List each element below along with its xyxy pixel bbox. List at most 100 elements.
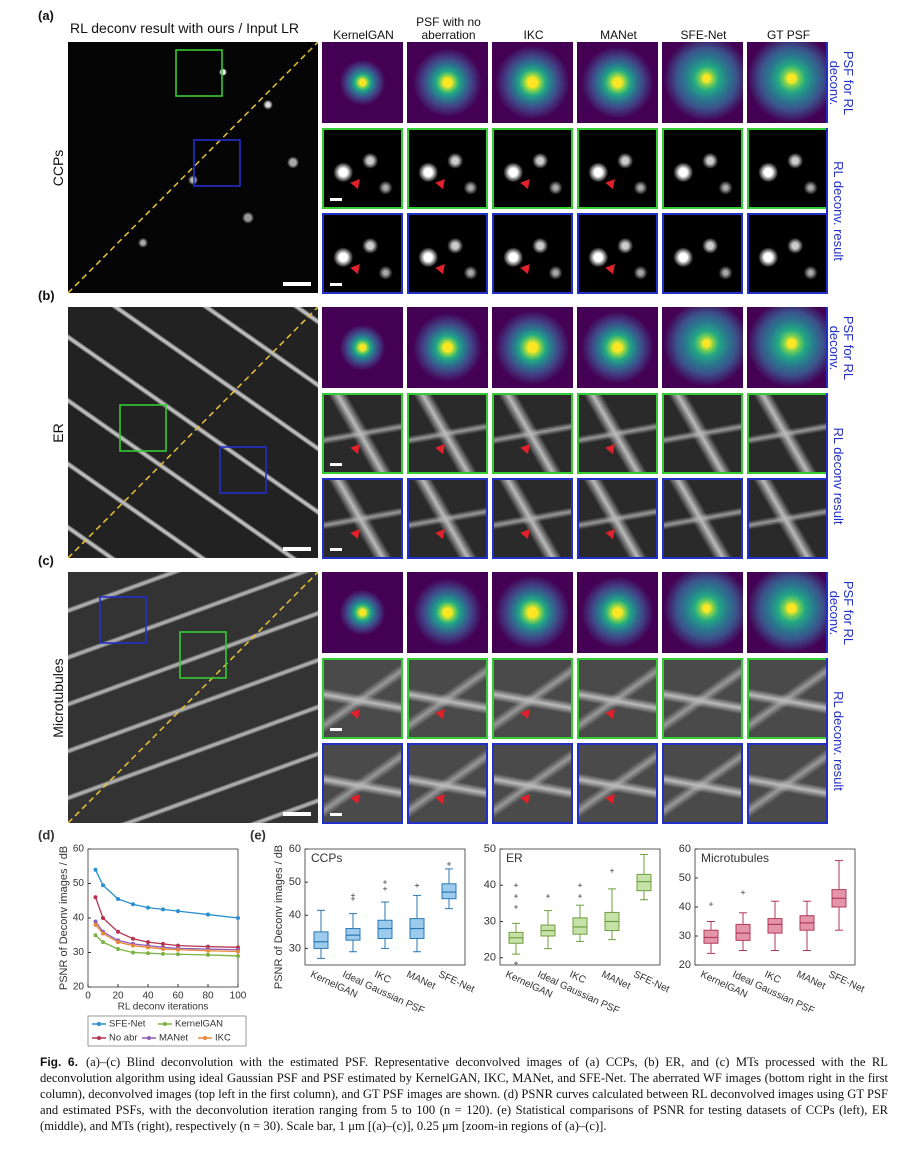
box (735, 923, 751, 941)
y-tick-label: 50 (73, 878, 85, 889)
series-point (93, 933, 98, 938)
outlier (741, 890, 745, 895)
roi-box (179, 631, 227, 679)
bracket (826, 42, 828, 123)
y-tick-label: 40 (484, 879, 496, 891)
box (345, 928, 361, 941)
outlier (383, 880, 387, 885)
result-thumb (577, 658, 658, 739)
result-thumb (492, 658, 573, 739)
result-thumb (577, 393, 658, 474)
result-thumb (747, 658, 828, 739)
psf-thumb (577, 42, 658, 123)
series-point (93, 919, 98, 924)
bracket (826, 128, 828, 294)
input-image (67, 571, 319, 824)
x-tick-label: SFE-Net (827, 969, 867, 995)
series-point (176, 952, 180, 957)
y-tick-label: 40 (289, 909, 301, 921)
series-point (176, 909, 180, 914)
result-thumb (492, 213, 573, 294)
legend-box (87, 1015, 247, 1047)
input-image (67, 41, 319, 294)
outlier (578, 894, 582, 899)
result-thumb (577, 213, 658, 294)
result-thumb (747, 478, 828, 559)
y-tick-label: 60 (73, 844, 85, 855)
result-thumb (322, 743, 403, 824)
y-tick-label: 30 (484, 915, 496, 927)
panel-label: (a) (38, 8, 54, 23)
box (441, 883, 457, 900)
bracket (826, 658, 828, 824)
series-point (101, 916, 105, 920)
series-point (93, 922, 98, 927)
result-thumb (747, 128, 828, 209)
x-tick-label: 60 (172, 991, 184, 1002)
legend-label: MANet (159, 1033, 188, 1044)
series-point (101, 883, 105, 888)
series-point (161, 907, 165, 912)
y-tick-label: 60 (679, 843, 691, 855)
y-tick-label: 50 (679, 872, 691, 884)
result-thumb (322, 128, 403, 209)
bracket (826, 572, 828, 653)
box (703, 929, 719, 944)
y-tick-label: 20 (679, 959, 691, 971)
series-point (236, 953, 240, 958)
result-thumb (407, 128, 488, 209)
series-point (146, 940, 150, 945)
scale-bar (330, 548, 342, 551)
series-line (94, 869, 239, 919)
x-axis-label: RL deconv iterations (118, 1002, 209, 1013)
outlier (514, 961, 518, 966)
result-thumb (577, 128, 658, 209)
roi-box (175, 49, 223, 97)
result-thumb (492, 743, 573, 824)
box (636, 873, 652, 892)
series-point (101, 940, 105, 945)
psf-thumb (407, 42, 488, 123)
x-tick-label: 0 (85, 991, 91, 1002)
series-point (146, 905, 150, 910)
series-point (206, 912, 210, 917)
result-thumb (577, 478, 658, 559)
outlier (383, 886, 387, 891)
roi-box (99, 596, 147, 644)
result-thumb (492, 393, 573, 474)
psf-thumb (407, 307, 488, 388)
x-tick-label: 100 (230, 991, 247, 1002)
psf-thumb (662, 307, 743, 388)
psf-thumb (747, 307, 828, 388)
series-point (161, 951, 165, 956)
scale-bar (330, 813, 342, 816)
outlier (546, 894, 550, 899)
y-axis-label: PSNR of Deconv images / dB (273, 845, 285, 989)
result-thumb (322, 393, 403, 474)
result-thumb (492, 478, 573, 559)
legend-label: KernelGAN (175, 1019, 223, 1030)
series-point (206, 952, 210, 957)
outlier (514, 894, 518, 899)
psf-thumb (492, 307, 573, 388)
series-point (176, 943, 180, 948)
image-overlay (67, 571, 319, 824)
scale-bar (330, 463, 342, 466)
legend-marker (97, 1036, 101, 1040)
roi-box (219, 446, 267, 494)
legend-marker (97, 1022, 101, 1026)
series-point (131, 936, 135, 941)
series-point (146, 951, 150, 956)
column-header: MANet (600, 28, 637, 42)
psf-thumb (492, 572, 573, 653)
column-header: GT PSF (766, 28, 811, 42)
y-tick-label: 50 (484, 843, 496, 855)
scale-bar (330, 283, 342, 286)
result-thumb (407, 213, 488, 294)
series-line (95, 934, 239, 957)
result-thumb (492, 128, 573, 209)
image-overlay (67, 306, 319, 559)
series-point (161, 941, 165, 946)
y-tick-label: 40 (73, 913, 85, 924)
series-line (94, 921, 239, 951)
